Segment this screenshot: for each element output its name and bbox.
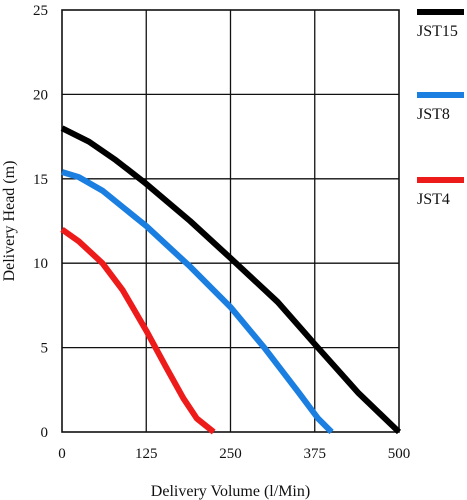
series-line-jst4 — [60, 226, 216, 435]
tick-labels: 0 125 250 375 500 0 5 10 15 20 25 — [33, 3, 410, 462]
x-tick-label: 0 — [58, 446, 66, 462]
axes — [61, 9, 400, 433]
x-tick-label: 375 — [304, 446, 327, 462]
y-tick-label: 5 — [41, 341, 49, 357]
plot-frame — [61, 9, 400, 433]
x-axis-label: Delivery Volume (l/Min) — [151, 483, 310, 500]
x-tick-label: 500 — [388, 446, 411, 462]
y-tick-label: 15 — [33, 172, 48, 188]
legend: JST15 JST8 JST4 — [417, 9, 464, 208]
legend-label-jst8: JST8 — [417, 106, 450, 123]
legend-label-jst4: JST4 — [417, 191, 450, 208]
grid — [62, 10, 399, 432]
series-lines — [60, 125, 402, 435]
y-tick-label: 20 — [33, 87, 48, 103]
y-tick-label: 0 — [41, 425, 49, 441]
legend-label-jst15: JST15 — [417, 23, 458, 40]
x-tick-label: 250 — [219, 446, 242, 462]
series-line-jst15 — [60, 125, 402, 435]
x-tick-label: 125 — [135, 446, 158, 462]
y-axis-label: Delivery Head (m) — [1, 161, 18, 282]
y-tick-label: 10 — [33, 256, 48, 272]
y-tick-label: 25 — [33, 3, 48, 19]
series-line-jst8 — [61, 169, 334, 435]
